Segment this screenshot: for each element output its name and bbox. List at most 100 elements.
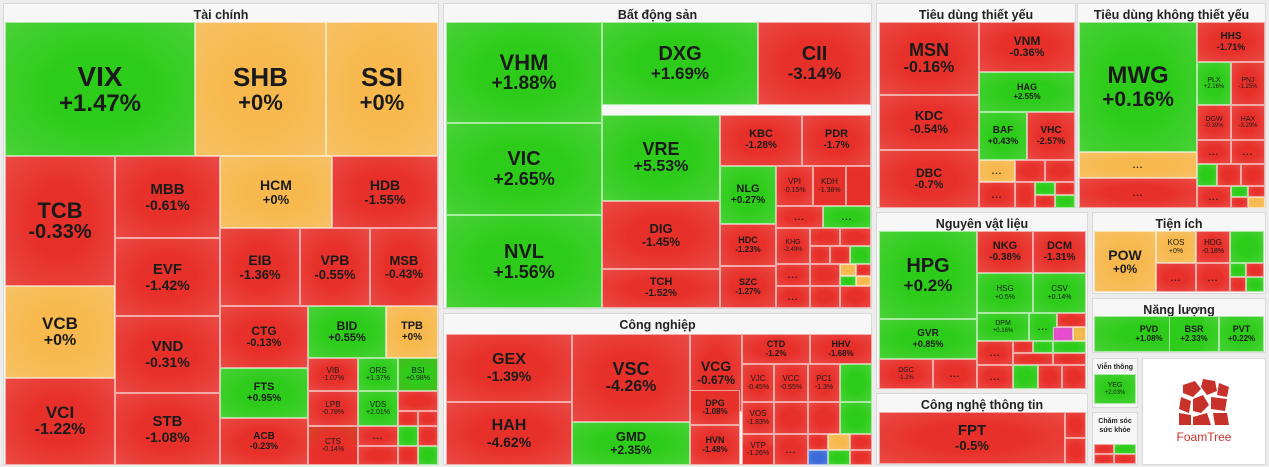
tile-more[interactable] bbox=[840, 276, 856, 286]
tile-more[interactable] bbox=[1231, 197, 1248, 208]
tile-more[interactable] bbox=[1114, 454, 1136, 464]
tile-more[interactable] bbox=[828, 450, 850, 465]
tile-dgc[interactable]: DGC -1.2% bbox=[879, 359, 933, 389]
tile-nvl[interactable]: NVL +1.56% bbox=[446, 215, 602, 308]
tile-more[interactable] bbox=[774, 402, 808, 434]
tile-vds[interactable]: VDS +2.01% bbox=[358, 391, 398, 426]
tile-mbb[interactable]: MBB -0.61% bbox=[115, 156, 220, 238]
tile-more[interactable] bbox=[1013, 365, 1038, 389]
tile-more[interactable] bbox=[1053, 353, 1086, 365]
tile-more[interactable]: ... bbox=[1196, 263, 1230, 292]
tile-more[interactable]: ... bbox=[1231, 140, 1265, 164]
tile-more[interactable] bbox=[418, 446, 438, 465]
tile-dcm[interactable]: DCM -1.31% bbox=[1033, 231, 1086, 273]
tile-more[interactable] bbox=[1055, 182, 1075, 195]
tile-pc1[interactable]: PC1 -1.3% bbox=[808, 364, 840, 402]
tile-hsg[interactable]: HSG +0.5% bbox=[977, 273, 1033, 313]
tile-cii[interactable]: CII -3.14% bbox=[758, 22, 871, 105]
tile-more[interactable] bbox=[398, 391, 438, 411]
tile-vic[interactable]: VIC +2.65% bbox=[446, 123, 602, 215]
tile-more[interactable] bbox=[1248, 197, 1265, 208]
tile-szc[interactable]: SZC -1.27% bbox=[720, 266, 776, 308]
tile-more[interactable] bbox=[850, 450, 872, 465]
tile-vjc[interactable]: VJC -0.45% bbox=[742, 364, 774, 402]
tile-vci[interactable]: VCI -1.22% bbox=[5, 378, 115, 465]
tile-more[interactable] bbox=[828, 434, 850, 450]
tile-hax[interactable]: HAX -3.29% bbox=[1231, 105, 1265, 140]
tile-hdc[interactable]: HDC -1.23% bbox=[720, 224, 776, 266]
tile-tch[interactable]: TCH -1.52% bbox=[602, 269, 720, 308]
tile-more[interactable] bbox=[1246, 277, 1264, 292]
tile-more[interactable] bbox=[1035, 195, 1055, 208]
tile-more[interactable] bbox=[840, 402, 872, 434]
tile-more[interactable] bbox=[1231, 186, 1248, 197]
tile-kdh[interactable]: KDH -1.38% bbox=[813, 166, 846, 206]
tile-more[interactable] bbox=[398, 411, 418, 426]
tile-more[interactable] bbox=[398, 446, 418, 465]
tile-more[interactable] bbox=[810, 228, 840, 246]
tile-more[interactable] bbox=[808, 402, 840, 434]
tile-dgw[interactable]: DGW -0.39% bbox=[1197, 105, 1231, 140]
tile-more[interactable]: ... bbox=[977, 365, 1013, 389]
tile-more[interactable] bbox=[808, 450, 828, 465]
tile-pow[interactable]: POW +0% bbox=[1094, 231, 1156, 292]
tile-gex[interactable]: GEX -1.39% bbox=[446, 334, 572, 402]
tile-pdr[interactable]: PDR -1.7% bbox=[802, 115, 871, 166]
tile-more[interactable]: ... bbox=[776, 264, 810, 286]
tile-shb[interactable]: SHB +0% bbox=[195, 22, 326, 156]
tile-ctd[interactable]: CTD -1.2% bbox=[742, 334, 810, 364]
tile-dpm[interactable]: DPM +0.16% bbox=[977, 313, 1029, 341]
tile-more[interactable] bbox=[1053, 341, 1086, 353]
tile-kos[interactable]: KOS +0% bbox=[1156, 231, 1196, 263]
tile-more[interactable] bbox=[850, 434, 872, 450]
tile-vix[interactable]: VIX +1.47% bbox=[5, 22, 195, 156]
tile-more[interactable]: ... bbox=[979, 160, 1015, 182]
tile-hhs[interactable]: HHS -1.71% bbox=[1197, 22, 1265, 62]
tile-vnd[interactable]: VND -0.31% bbox=[115, 316, 220, 393]
tile-more[interactable]: ... bbox=[776, 206, 823, 228]
tile-more[interactable]: ... bbox=[1079, 152, 1197, 178]
tile-more[interactable] bbox=[1013, 353, 1053, 365]
tile-vtp[interactable]: VTP -1.26% bbox=[742, 434, 774, 465]
tile-more[interactable] bbox=[1217, 164, 1241, 186]
tile-more[interactable] bbox=[1094, 444, 1114, 454]
tile-pnj[interactable]: PNJ -1.25% bbox=[1231, 62, 1265, 105]
tile-nlg[interactable]: NLG +0.27% bbox=[720, 166, 776, 224]
tile-more[interactable] bbox=[810, 264, 840, 286]
tile-dig[interactable]: DIG -1.45% bbox=[602, 201, 720, 269]
tile-vsc[interactable]: VSC -4.26% bbox=[572, 334, 690, 422]
tile-lpb[interactable]: LPB -0.78% bbox=[308, 391, 358, 426]
tile-vnm[interactable]: VNM -0.36% bbox=[979, 22, 1075, 72]
tile-more[interactable] bbox=[1053, 327, 1073, 341]
tile-hcm[interactable]: HCM +0% bbox=[220, 156, 332, 228]
tile-csv[interactable]: CSV +0.14% bbox=[1033, 273, 1086, 313]
tile-more[interactable]: ... bbox=[1156, 263, 1196, 292]
tile-more[interactable] bbox=[1057, 313, 1086, 327]
tile-dbc[interactable]: DBC -0.7% bbox=[879, 150, 979, 208]
tile-more[interactable] bbox=[1015, 160, 1045, 182]
tile-more[interactable] bbox=[398, 426, 418, 446]
tile-vhc[interactable]: VHC -2.57% bbox=[1027, 112, 1075, 160]
tile-evf[interactable]: EVF -1.42% bbox=[115, 238, 220, 316]
tile-more[interactable] bbox=[1230, 277, 1246, 292]
tile-more[interactable] bbox=[1038, 365, 1062, 389]
tile-vhm[interactable]: VHM +1.88% bbox=[446, 22, 602, 123]
tile-khg[interactable]: KHG -2.49% bbox=[776, 228, 810, 264]
tile-vib[interactable]: VIB -1.07% bbox=[308, 358, 358, 391]
tile-more[interactable]: ... bbox=[979, 182, 1015, 208]
tile-more[interactable] bbox=[418, 411, 438, 426]
tile-more[interactable] bbox=[1065, 412, 1086, 438]
tile-hhv[interactable]: HHV -1.68% bbox=[810, 334, 872, 364]
tile-more[interactable] bbox=[808, 434, 828, 450]
tile-more[interactable] bbox=[1197, 164, 1217, 186]
tile-fts[interactable]: FTS +0.95% bbox=[220, 368, 308, 418]
tile-gmd[interactable]: GMD +2.35% bbox=[572, 422, 690, 465]
tile-msn[interactable]: MSN -0.16% bbox=[879, 22, 979, 95]
tile-more[interactable] bbox=[1246, 263, 1264, 277]
tile-more[interactable]: ... bbox=[358, 426, 398, 446]
tile-more[interactable] bbox=[840, 364, 872, 402]
tile-more[interactable]: ... bbox=[774, 434, 808, 465]
tile-more[interactable] bbox=[856, 276, 871, 286]
tile-nkg[interactable]: NKG -0.38% bbox=[977, 231, 1033, 273]
tile-more[interactable] bbox=[856, 264, 871, 276]
